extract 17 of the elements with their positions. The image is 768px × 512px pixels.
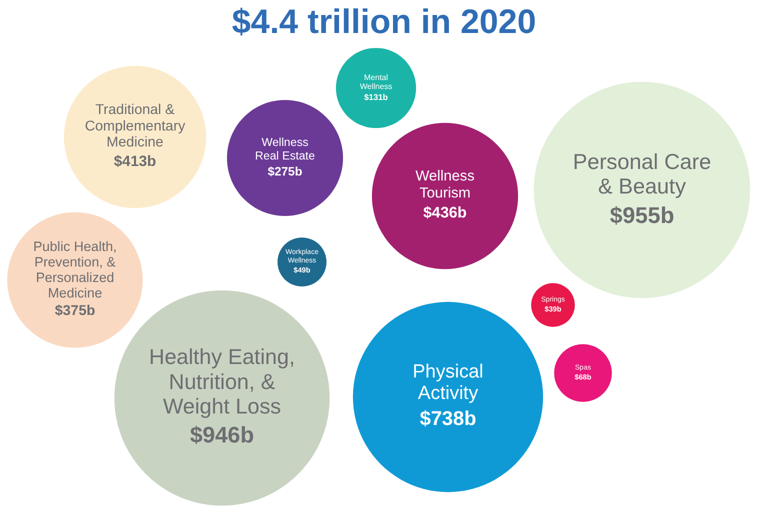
- data-label: $131b: [364, 92, 388, 102]
- data-label: $375b: [54, 303, 96, 320]
- category-label: Traditional & Complementary Medicine: [84, 102, 186, 151]
- category-label: Physical Activity: [412, 361, 484, 404]
- data-label: $946b: [190, 422, 254, 448]
- data-label: $738b: [420, 408, 476, 430]
- data-label: $275b: [268, 164, 302, 178]
- data-label: $436b: [423, 204, 467, 222]
- data-label: $955b: [610, 202, 674, 228]
- category-label: Public Health, Prevention, & Personalized Medicine: [33, 238, 117, 301]
- category-label: Healthy Eating, Nutrition, & Weight Loss: [149, 345, 295, 419]
- category-label: Wellness Tourism: [415, 168, 475, 202]
- data-label: $413b: [114, 153, 156, 170]
- category-label: Personal Care & Beauty: [572, 148, 712, 199]
- category-label: Mental Wellness: [360, 72, 392, 92]
- text: $4.4 trillion in 2020: [232, 3, 536, 41]
- category-label: Wellness Real Estate: [255, 136, 315, 162]
